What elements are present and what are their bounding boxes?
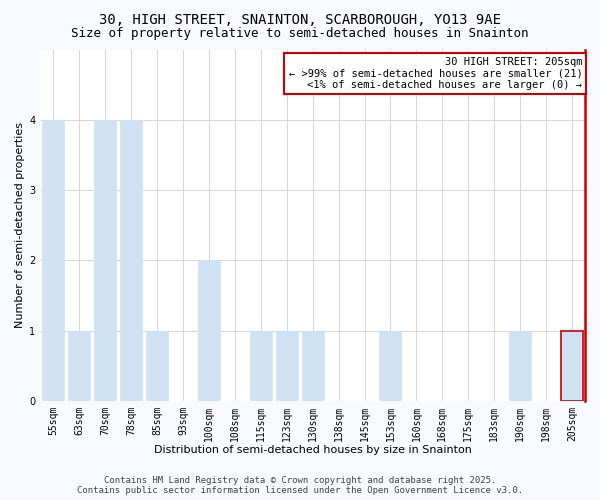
Bar [379, 330, 401, 400]
Bar [561, 330, 583, 400]
Bar [146, 330, 168, 400]
Text: 30 HIGH STREET: 205sqm
← >99% of semi-detached houses are smaller (21)
<1% of se: 30 HIGH STREET: 205sqm ← >99% of semi-de… [289, 57, 582, 90]
Bar [250, 330, 272, 400]
Text: Size of property relative to semi-detached houses in Snainton: Size of property relative to semi-detach… [71, 28, 529, 40]
Text: Contains HM Land Registry data © Crown copyright and database right 2025.: Contains HM Land Registry data © Crown c… [104, 476, 496, 485]
Bar [509, 330, 531, 400]
X-axis label: Distribution of semi-detached houses by size in Snainton: Distribution of semi-detached houses by … [154, 445, 472, 455]
Bar [275, 330, 298, 400]
Y-axis label: Number of semi-detached properties: Number of semi-detached properties [15, 122, 25, 328]
Bar [302, 330, 323, 400]
Bar [94, 120, 116, 400]
Text: Contains public sector information licensed under the Open Government Licence v3: Contains public sector information licen… [77, 486, 523, 495]
Bar [68, 330, 90, 400]
Bar [198, 260, 220, 400]
Bar [42, 120, 64, 400]
Text: 30, HIGH STREET, SNAINTON, SCARBOROUGH, YO13 9AE: 30, HIGH STREET, SNAINTON, SCARBOROUGH, … [99, 12, 501, 26]
Bar [120, 120, 142, 400]
